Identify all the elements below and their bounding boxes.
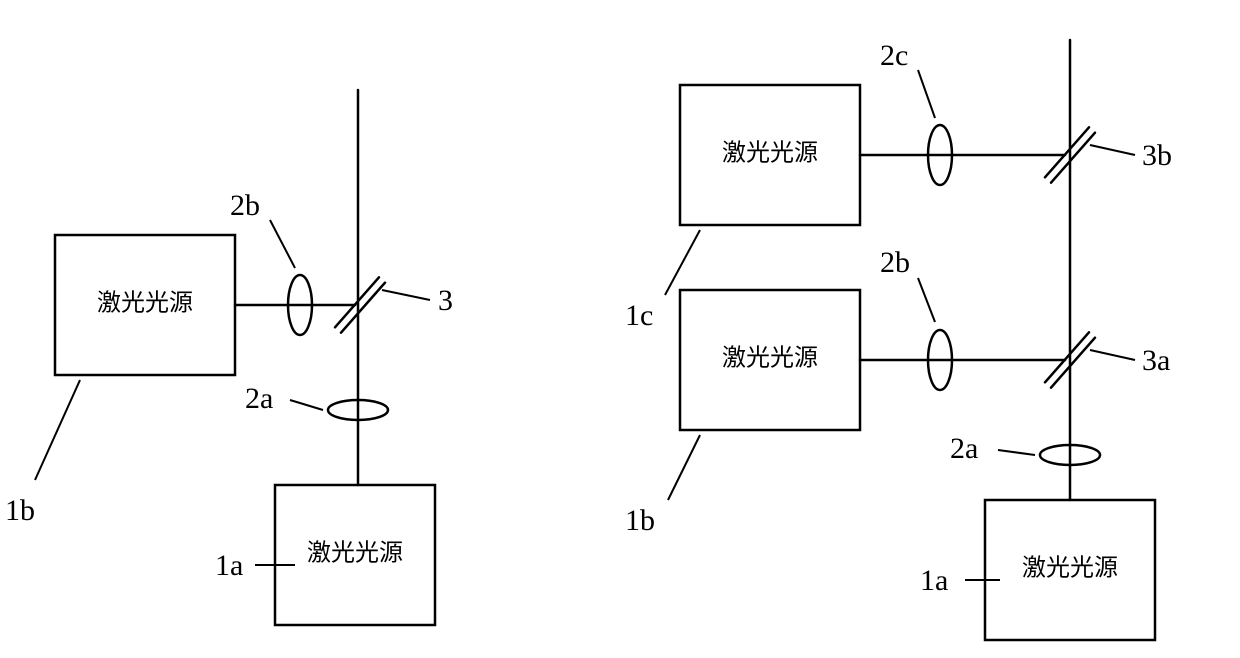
right-source-1c-label: 激光光源	[722, 140, 818, 167]
right-lens-2c-ref: 2c	[880, 39, 908, 72]
left-source-1a-label: 激光光源	[307, 540, 403, 567]
left-splitter-3	[341, 283, 385, 333]
left-lens-2a-leader	[290, 400, 323, 410]
right-lens-2b-ref: 2b	[880, 246, 910, 279]
left-source-1b-leader	[35, 380, 80, 480]
right-lens-2a-ref: 2a	[950, 432, 978, 465]
left-splitter-3-ref: 3	[438, 284, 453, 317]
left-splitter-3-leader	[382, 290, 430, 300]
right-splitter-3a	[1051, 338, 1095, 388]
left-source-1b-label: 激光光源	[97, 290, 193, 317]
right-source-1c-leader	[665, 230, 700, 295]
right-source-1b-ref: 1b	[625, 504, 655, 537]
right-lens-2c-leader	[918, 70, 935, 118]
right-source-1a-label: 激光光源	[1022, 555, 1118, 582]
right-splitter-3b	[1051, 133, 1095, 183]
left-source-1a-ref: 1a	[215, 549, 243, 582]
left-source-1b-ref: 1b	[5, 494, 35, 527]
right-source-1b-label: 激光光源	[722, 345, 818, 372]
right-lens-2a-leader	[998, 450, 1035, 455]
right-splitter-3a-ref: 3a	[1142, 344, 1170, 377]
right-source-1c-ref: 1c	[625, 299, 653, 332]
right-splitter-3b-leader	[1090, 145, 1135, 155]
right-lens-2b-leader	[918, 278, 935, 322]
right-splitter-3b-ref: 3b	[1142, 139, 1172, 172]
left-lens-2b-leader	[270, 220, 295, 268]
left-lens-2a-ref: 2a	[245, 382, 273, 415]
right-source-1b-leader	[668, 435, 700, 500]
right-splitter-3b	[1045, 127, 1089, 177]
left-lens-2b-ref: 2b	[230, 189, 260, 222]
right-source-1a-ref: 1a	[920, 564, 948, 597]
diagram-canvas: 2a 2b 3 激光光源 1b 激光光源 1a 2a 2b 2c 3a 3b 激光光源 1c 激光光源 1b 激…	[0, 0, 1240, 658]
right-splitter-3a-leader	[1090, 350, 1135, 360]
right-splitter-3a	[1045, 332, 1089, 382]
